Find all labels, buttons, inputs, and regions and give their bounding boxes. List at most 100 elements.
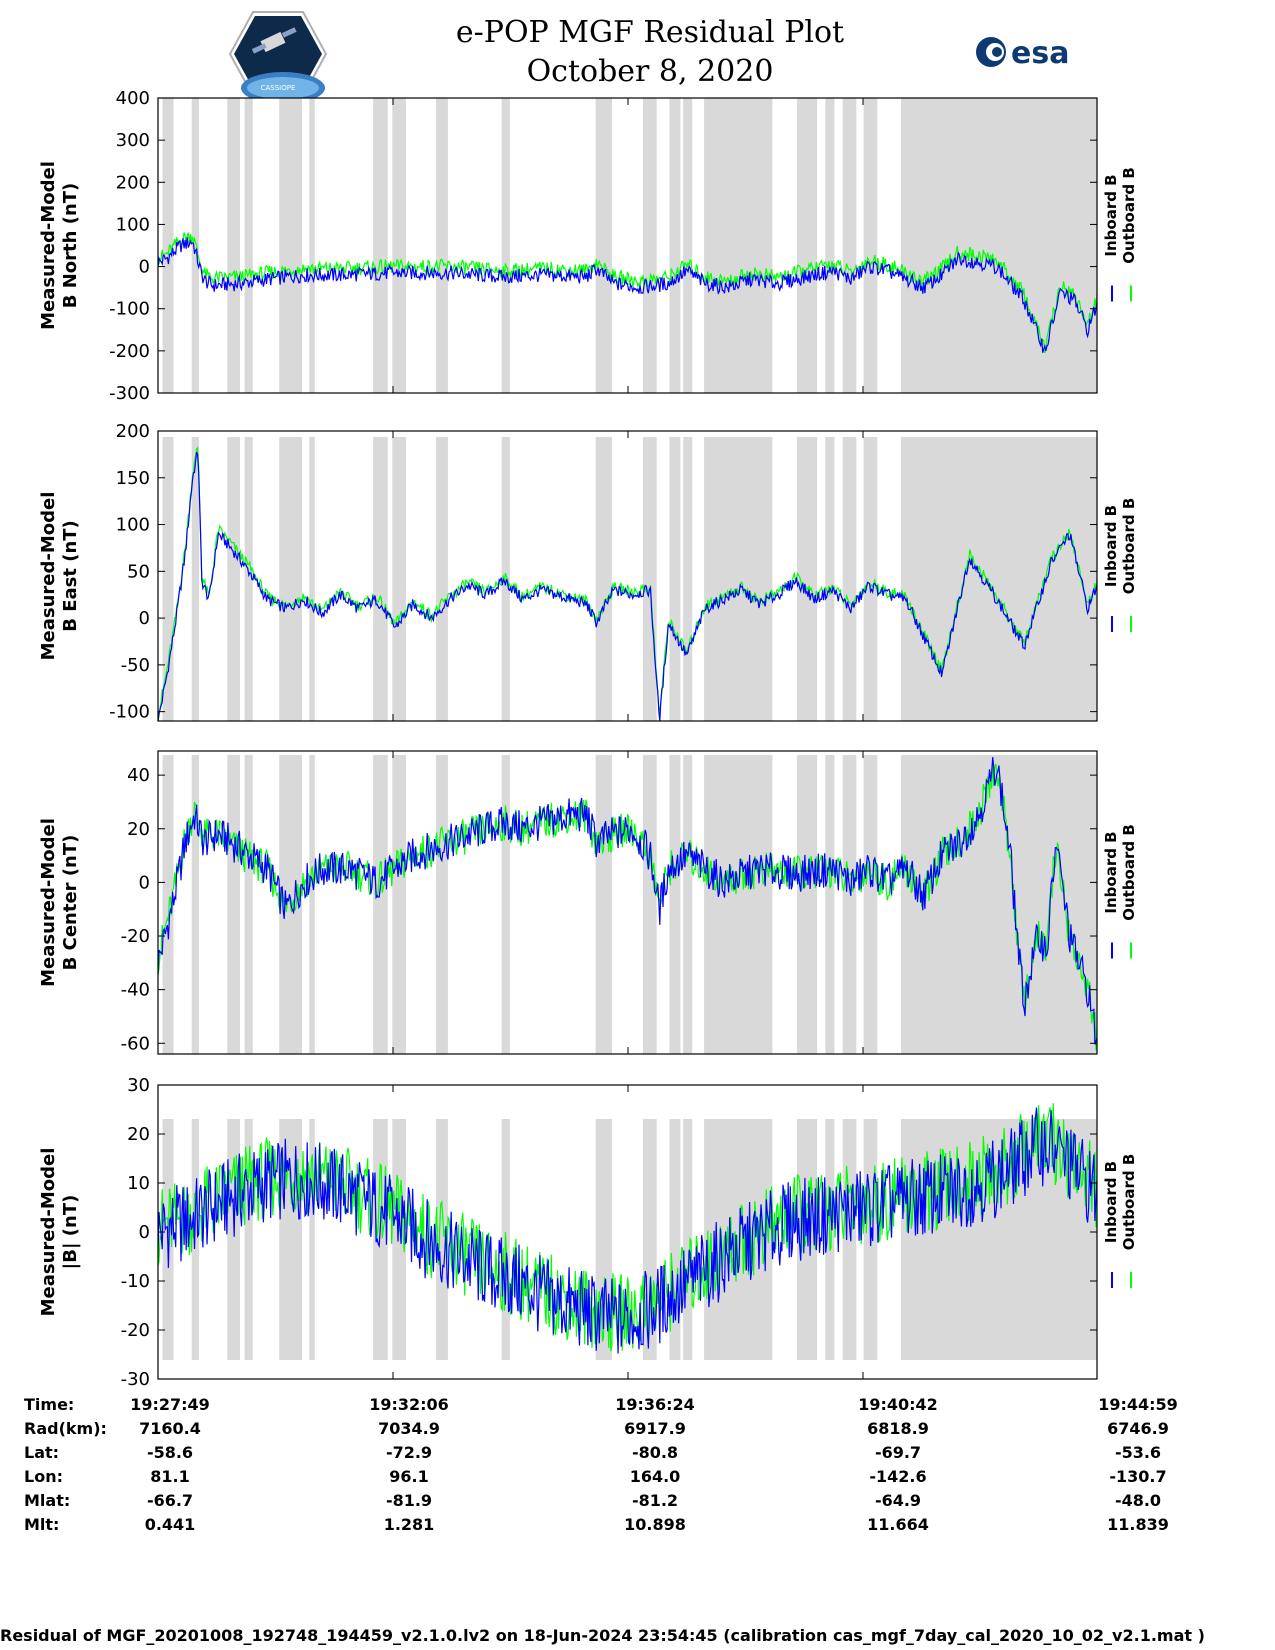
y-tick-label: -40 bbox=[121, 980, 150, 1001]
data-gap-band bbox=[392, 1119, 406, 1360]
rad-value: 6818.9 bbox=[867, 1419, 929, 1438]
data-gap-band bbox=[842, 437, 857, 721]
inboard-series-line bbox=[157, 451, 1098, 722]
data-gap-band bbox=[227, 1119, 241, 1360]
data-gap-band bbox=[436, 1119, 448, 1360]
chart-panel: 40 20 0 -20 -40 -60 Measured-ModelB Center (nT… bbox=[38, 750, 1138, 1055]
y-axis-label-line2: B Center (nT) bbox=[60, 835, 81, 971]
data-gap-band bbox=[825, 98, 835, 393]
time-value: 19:32:06 bbox=[369, 1395, 449, 1414]
data-gap-band bbox=[900, 98, 1097, 393]
svg-text:CASSIOPE: CASSIOPE bbox=[261, 84, 296, 92]
data-gap-band bbox=[669, 437, 681, 721]
page-subtitle-date: October 8, 2020 bbox=[526, 54, 774, 89]
inboard-series-line bbox=[157, 1107, 1098, 1354]
data-gap-band bbox=[373, 98, 388, 393]
data-gap-band bbox=[436, 98, 448, 393]
y-tick-label: -30 bbox=[121, 1369, 150, 1390]
mlat-value: -64.9 bbox=[874, 1491, 922, 1510]
data-gap-band bbox=[842, 755, 857, 1054]
esa-logo: esa bbox=[976, 36, 1069, 69]
mlt-value: 0.441 bbox=[144, 1515, 196, 1534]
legend-outboard-label: Outboard B bbox=[1120, 498, 1138, 595]
y-tick-label: 30 bbox=[127, 1075, 150, 1096]
y-axis-label-line1: Measured-Model bbox=[38, 161, 59, 330]
mlt-value: 11.664 bbox=[867, 1515, 929, 1534]
data-gap-band bbox=[373, 1119, 388, 1360]
chart-panel: 400 300 200 100 0 -100 -200 -300 Measured-ModelB… bbox=[38, 88, 1138, 404]
lon-value: 81.1 bbox=[150, 1467, 190, 1486]
data-gap-band bbox=[227, 98, 241, 393]
rad-value: 6917.9 bbox=[624, 1419, 686, 1438]
data-gap-band bbox=[162, 98, 174, 393]
outboard-series-line bbox=[157, 232, 1098, 354]
data-gap-band bbox=[244, 98, 253, 393]
data-gap-band bbox=[683, 437, 693, 721]
mlat-value: -48.0 bbox=[1114, 1491, 1162, 1510]
y-tick-label: 300 bbox=[116, 130, 150, 151]
ephemeris-label-mlat: Mlat: bbox=[24, 1491, 71, 1510]
chart-panel: 200 150 100 50 0 -50 -100 Measured-ModelB East … bbox=[38, 421, 1138, 723]
rad-value: 7034.9 bbox=[378, 1419, 440, 1438]
y-axis-label-line1: Measured-Model bbox=[38, 818, 59, 987]
cassiope-mission-logo: CASSIOPE bbox=[228, 11, 328, 98]
data-gap-band bbox=[863, 755, 878, 1054]
data-gap-band bbox=[309, 98, 315, 393]
y-tick-label: -200 bbox=[109, 341, 150, 362]
mlt-value: 1.281 bbox=[383, 1515, 435, 1534]
y-tick-label: -20 bbox=[121, 926, 150, 947]
data-gap-band bbox=[595, 755, 613, 1054]
data-gap-band bbox=[842, 1119, 857, 1360]
y-axis-label-line2: |B| (nT) bbox=[60, 1195, 81, 1270]
lon-value: 164.0 bbox=[629, 1467, 681, 1486]
y-axis-label-line2: B North (nT) bbox=[60, 183, 81, 309]
y-tick-label: -300 bbox=[109, 383, 150, 404]
data-gap-band bbox=[244, 1119, 253, 1360]
ephemeris-label-time: Time: bbox=[24, 1395, 75, 1414]
y-tick-label: 200 bbox=[116, 421, 150, 442]
legend: Inboard BOutboard B bbox=[1102, 498, 1138, 595]
y-tick-label: 200 bbox=[116, 172, 150, 193]
data-gap-band bbox=[191, 437, 200, 721]
data-gap-band bbox=[825, 437, 835, 721]
lat-value: -58.6 bbox=[146, 1443, 194, 1462]
data-gap-band bbox=[704, 437, 773, 721]
mlt-value: 11.839 bbox=[1107, 1515, 1169, 1534]
legend: Inboard BOutboard B bbox=[1102, 167, 1138, 264]
data-gap-band bbox=[669, 98, 681, 393]
legend-inboard-label: Inboard B bbox=[1102, 831, 1120, 913]
time-value: 19:27:49 bbox=[130, 1395, 210, 1414]
y-axis-label: Measured-ModelB North (nT) bbox=[38, 161, 81, 330]
data-gap-band bbox=[797, 98, 818, 393]
svg-text:esa: esa bbox=[1011, 36, 1069, 69]
y-tick-label: -50 bbox=[121, 655, 150, 676]
mlt-value: 10.898 bbox=[624, 1515, 686, 1534]
data-gap-band bbox=[373, 437, 388, 721]
data-gap-band bbox=[309, 755, 315, 1054]
data-gap-band bbox=[309, 437, 315, 721]
data-gap-band bbox=[595, 437, 613, 721]
data-gap-band bbox=[373, 755, 388, 1054]
y-tick-label: -10 bbox=[121, 1271, 150, 1292]
data-gap-band bbox=[683, 755, 693, 1054]
y-axis-label: Measured-ModelB Center (nT) bbox=[38, 818, 81, 987]
ephemeris-label-mlt: Mlt: bbox=[24, 1515, 60, 1534]
data-gap-band bbox=[642, 437, 657, 721]
data-gap-band bbox=[162, 755, 174, 1054]
lon-value: 96.1 bbox=[389, 1467, 429, 1486]
outboard-series-line bbox=[157, 446, 1098, 722]
ephemeris-label-lon: Lon: bbox=[24, 1467, 63, 1486]
rad-value: 6746.9 bbox=[1107, 1419, 1169, 1438]
mlat-value: -81.2 bbox=[631, 1491, 679, 1510]
lon-value: -142.6 bbox=[869, 1467, 927, 1486]
data-gap-band bbox=[436, 437, 448, 721]
ephemeris-label-rad: Rad(km): bbox=[24, 1419, 107, 1438]
legend-outboard-label: Outboard B bbox=[1120, 824, 1138, 921]
y-tick-label: 100 bbox=[116, 214, 150, 235]
legend-inboard-label: Inboard B bbox=[1102, 1161, 1120, 1243]
inboard-series-line bbox=[157, 237, 1098, 353]
inboard-series-line bbox=[157, 757, 1098, 1045]
data-gap-band bbox=[227, 437, 241, 721]
data-gap-band bbox=[797, 1119, 818, 1360]
y-tick-label: -100 bbox=[109, 702, 150, 723]
